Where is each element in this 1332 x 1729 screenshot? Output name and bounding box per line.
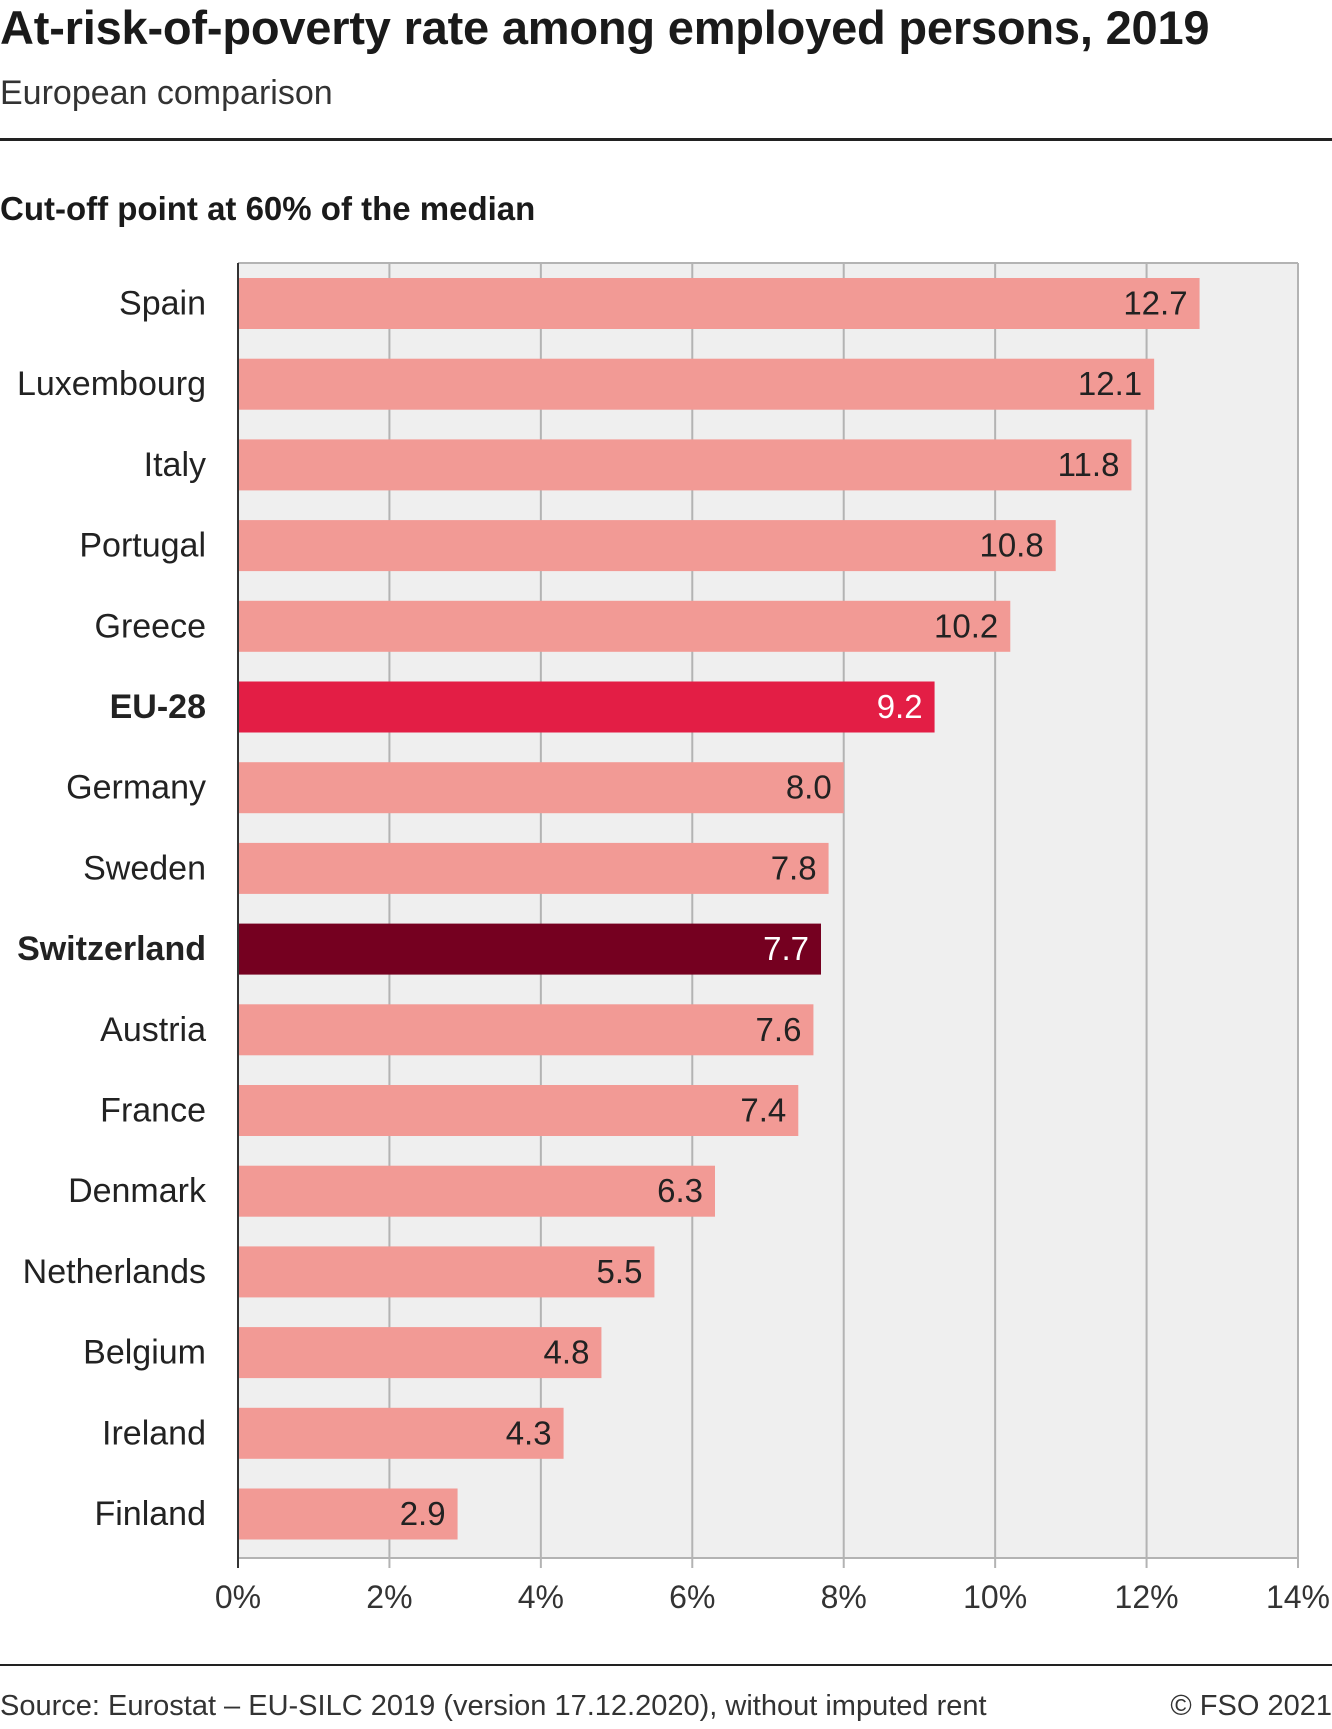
x-tick-label: 12% (1115, 1579, 1179, 1615)
bar (238, 358, 1155, 410)
bar (238, 1165, 715, 1217)
top-divider (0, 138, 1332, 141)
chart-subtitle: European comparison (0, 74, 333, 112)
x-tick-label: 10% (963, 1579, 1027, 1615)
x-tick-label: 2% (366, 1579, 412, 1615)
bar (238, 762, 844, 814)
copyright-note: © FSO 2021 (1170, 1690, 1332, 1722)
category-label: Ireland (102, 1414, 206, 1452)
bar (238, 520, 1056, 572)
category-label: France (100, 1092, 206, 1130)
bar-value-label: 7.4 (740, 1092, 786, 1129)
bar-value-label: 9.2 (877, 688, 923, 725)
category-label: Italy (144, 446, 206, 484)
bar (238, 681, 935, 733)
category-label: Switzerland (17, 930, 206, 968)
bar-value-label: 7.8 (771, 849, 817, 886)
bar-value-label: 7.6 (756, 1011, 802, 1048)
category-label: Luxembourg (17, 365, 206, 403)
bar-value-label: 4.8 (544, 1334, 590, 1371)
bar (238, 278, 1200, 329)
bar-value-label: 12.7 (1123, 285, 1187, 322)
bar (238, 1246, 655, 1298)
category-label: Sweden (83, 849, 206, 887)
category-label: Finland (94, 1495, 206, 1533)
bar (238, 923, 821, 975)
bar-value-label: 12.1 (1078, 365, 1142, 402)
category-label: Germany (66, 769, 206, 807)
x-tick-label: 0% (215, 1579, 261, 1615)
bar-value-label: 4.3 (506, 1414, 552, 1451)
bar (238, 842, 829, 894)
category-label: EU-28 (110, 688, 206, 726)
bar (238, 1085, 799, 1136)
x-tick-label: 14% (1266, 1579, 1330, 1615)
bar (238, 1407, 564, 1459)
bar (238, 439, 1132, 491)
category-label: Netherlands (23, 1253, 206, 1291)
category-label: Greece (95, 607, 207, 645)
x-tick-label: 8% (821, 1579, 867, 1615)
bar (238, 1488, 458, 1540)
bar (238, 600, 1011, 652)
bar-value-label: 7.7 (763, 930, 809, 967)
section-heading: Cut-off point at 60% of the median (0, 190, 536, 227)
bar-value-label: 8.0 (786, 769, 832, 806)
category-label: Belgium (83, 1334, 206, 1372)
bar-value-label: 11.8 (1058, 446, 1120, 483)
category-label: Portugal (79, 527, 206, 565)
category-label: Denmark (68, 1172, 207, 1210)
bar-chart: 0% 2% 4% 6% 8% 10% 12% 14% 12.7 Spain 12.1 Luxembou… (17, 262, 1330, 1615)
bar (238, 1004, 814, 1056)
x-tick-label: 6% (669, 1579, 715, 1615)
bar-value-label: 5.5 (597, 1253, 643, 1290)
chart-title: At-risk-of-poverty rate among employed p… (0, 1, 1210, 54)
category-label: Spain (119, 285, 206, 323)
bar (238, 1327, 602, 1379)
bottom-divider (0, 1664, 1332, 1666)
bar-value-label: 10.2 (934, 607, 998, 644)
category-label: Austria (100, 1011, 206, 1049)
bar-value-label: 6.3 (657, 1172, 703, 1209)
x-tick-label: 4% (518, 1579, 564, 1615)
bar-value-label: 2.9 (400, 1495, 446, 1532)
bar-value-label: 10.8 (979, 527, 1043, 564)
source-note: Source: Eurostat – EU-SILC 2019 (version… (0, 1690, 987, 1722)
